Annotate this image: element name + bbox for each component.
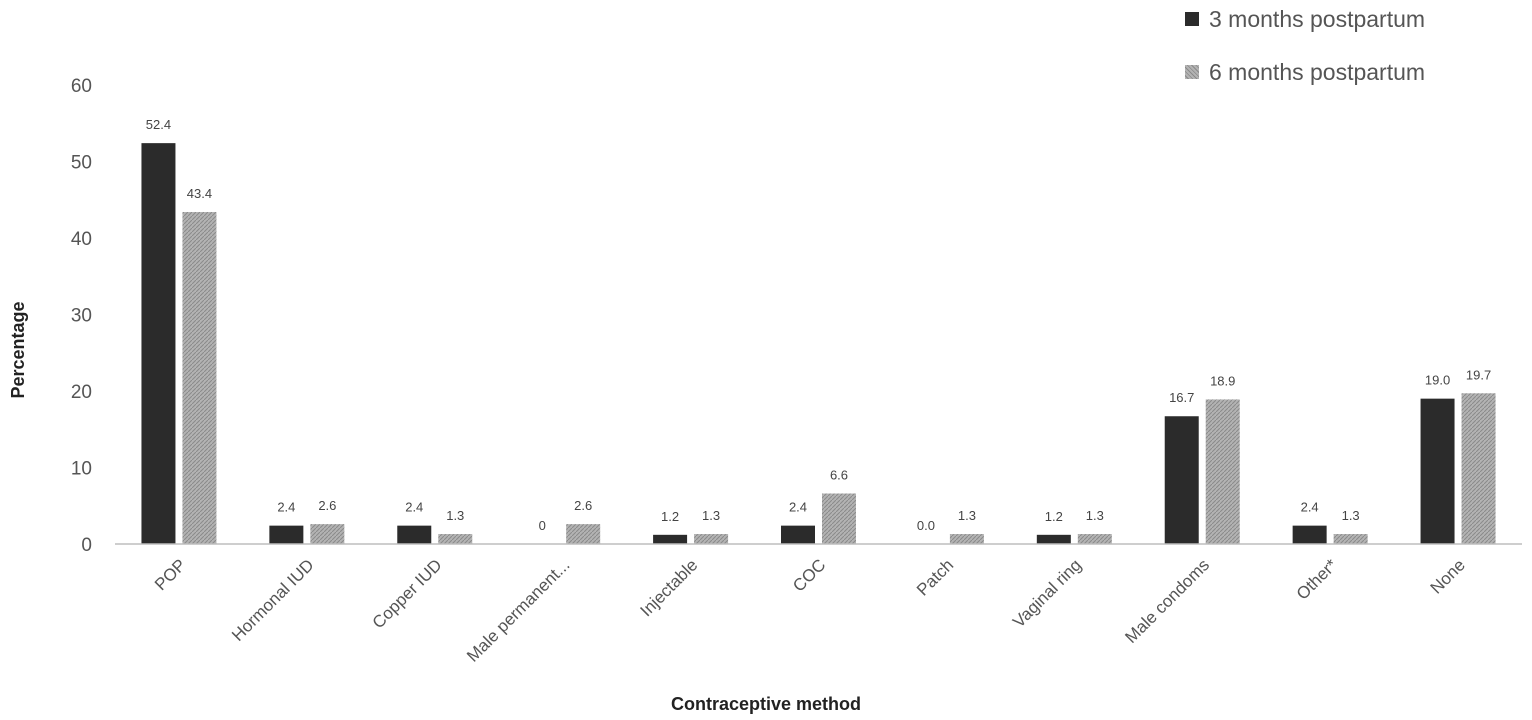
legend-label-series-1: 3 months postpartum: [1209, 5, 1426, 32]
data-label-series-2-9: 18.9: [1210, 373, 1235, 388]
data-label-series-1-9: 16.7: [1169, 390, 1194, 405]
data-label-series-1-10: 2.4: [1301, 500, 1319, 515]
bar-series-2-10: [1333, 534, 1368, 544]
data-label-series-2-2: 2.6: [318, 498, 336, 513]
bar-series-1-2: [269, 525, 304, 544]
x-tick-label: Vaginal ring: [1009, 555, 1085, 631]
legend-item-series-2: 6 months postpartum: [1185, 59, 1425, 85]
y-axis-title: Percentage: [8, 301, 28, 398]
bar-series-2-8: [1077, 534, 1112, 544]
x-axis-title: Contraceptive method: [671, 694, 861, 714]
y-tick-label: 50: [71, 153, 92, 174]
data-label-series-1-3: 2.4: [405, 500, 423, 515]
bar-series-2-3: [438, 534, 473, 544]
data-label-series-1-7: 0.0: [917, 518, 935, 533]
data-label-series-2-1: 43.4: [187, 186, 212, 201]
x-axis-category-labels: POP Hormonal IUD Copper IUD Male permanent.…: [151, 555, 1469, 666]
bar-series-2-11: [1461, 393, 1496, 544]
x-tick-label: Hormonal IUD: [228, 555, 318, 645]
y-tick-label: 20: [71, 382, 92, 403]
data-label-series-2-11: 19.7: [1466, 367, 1491, 382]
bar-series-1-6: [781, 525, 815, 544]
legend: 3 months postpartum 6 months postpartum: [1185, 6, 1425, 112]
data-label-series-1-6: 2.4: [789, 500, 807, 515]
y-axis-ticks: 0 10 20 30 40 50 60: [71, 76, 92, 556]
bar-series-2-9: [1205, 399, 1240, 544]
data-label-series-2-4: 2.6: [574, 498, 592, 513]
bar-series-2-1: [182, 211, 217, 545]
data-label-series-2-3: 1.3: [446, 508, 464, 523]
data-label-series-1-1: 52.4: [146, 117, 171, 132]
data-label-series-2-10: 1.3: [1342, 508, 1360, 523]
data-labels: 52.4 43.4 2.4 2.6 2.4 1.3 0 2.6 1.2 1.3 2.4 6.6 0.0 1…: [146, 117, 1491, 533]
legend-item-series-1: 3 months postpartum: [1185, 6, 1425, 32]
data-label-series-2-8: 1.3: [1086, 508, 1104, 523]
legend-swatch-series-2: [1185, 65, 1199, 79]
bars: [141, 143, 1496, 545]
bar-series-1-11: [1420, 398, 1455, 544]
y-tick-label: 30: [71, 306, 92, 327]
bar-series-1-1: [141, 143, 176, 544]
data-label-series-1-4: 0: [539, 518, 546, 533]
x-tick-label: Injectable: [637, 555, 702, 620]
x-tick-label: Male permanent...: [463, 555, 573, 665]
data-label-series-2-5: 1.3: [702, 508, 720, 523]
bar-series-2-7: [949, 534, 984, 544]
data-label-series-1-8: 1.2: [1045, 509, 1063, 524]
bar-series-1-10: [1292, 525, 1327, 544]
bar-series-2-4: [566, 524, 601, 544]
x-tick-label: Patch: [913, 555, 957, 599]
data-label-series-2-7: 1.3: [958, 508, 976, 523]
x-tick-label: Male condoms: [1121, 555, 1213, 647]
data-label-series-2-6: 6.6: [830, 468, 848, 483]
y-tick-label: 0: [81, 535, 92, 556]
bar-series-2-5: [694, 534, 729, 544]
x-tick-label: Other*: [1293, 555, 1341, 603]
y-tick-label: 10: [71, 459, 92, 480]
x-tick-label: COC: [789, 555, 829, 595]
bar-series-1-9: [1164, 416, 1199, 544]
bar-series-2-2: [310, 524, 345, 544]
legend-swatch-series-1: [1185, 12, 1199, 26]
data-label-series-1-2: 2.4: [277, 500, 295, 515]
y-tick-label: 40: [71, 229, 92, 250]
bar-series-1-5: [653, 534, 688, 544]
data-label-series-1-11: 19.0: [1425, 373, 1450, 388]
x-tick-label: POP: [151, 555, 190, 594]
x-tick-label: None: [1427, 555, 1469, 597]
y-tick-label: 60: [71, 76, 92, 97]
data-label-series-1-5: 1.2: [661, 509, 679, 524]
legend-label-series-2: 6 months postpartum: [1209, 58, 1426, 85]
bar-series-1-3: [397, 525, 432, 544]
bar-series-2-6: [822, 493, 856, 544]
bar-series-1-8: [1036, 534, 1071, 544]
x-tick-label: Copper IUD: [369, 555, 446, 632]
